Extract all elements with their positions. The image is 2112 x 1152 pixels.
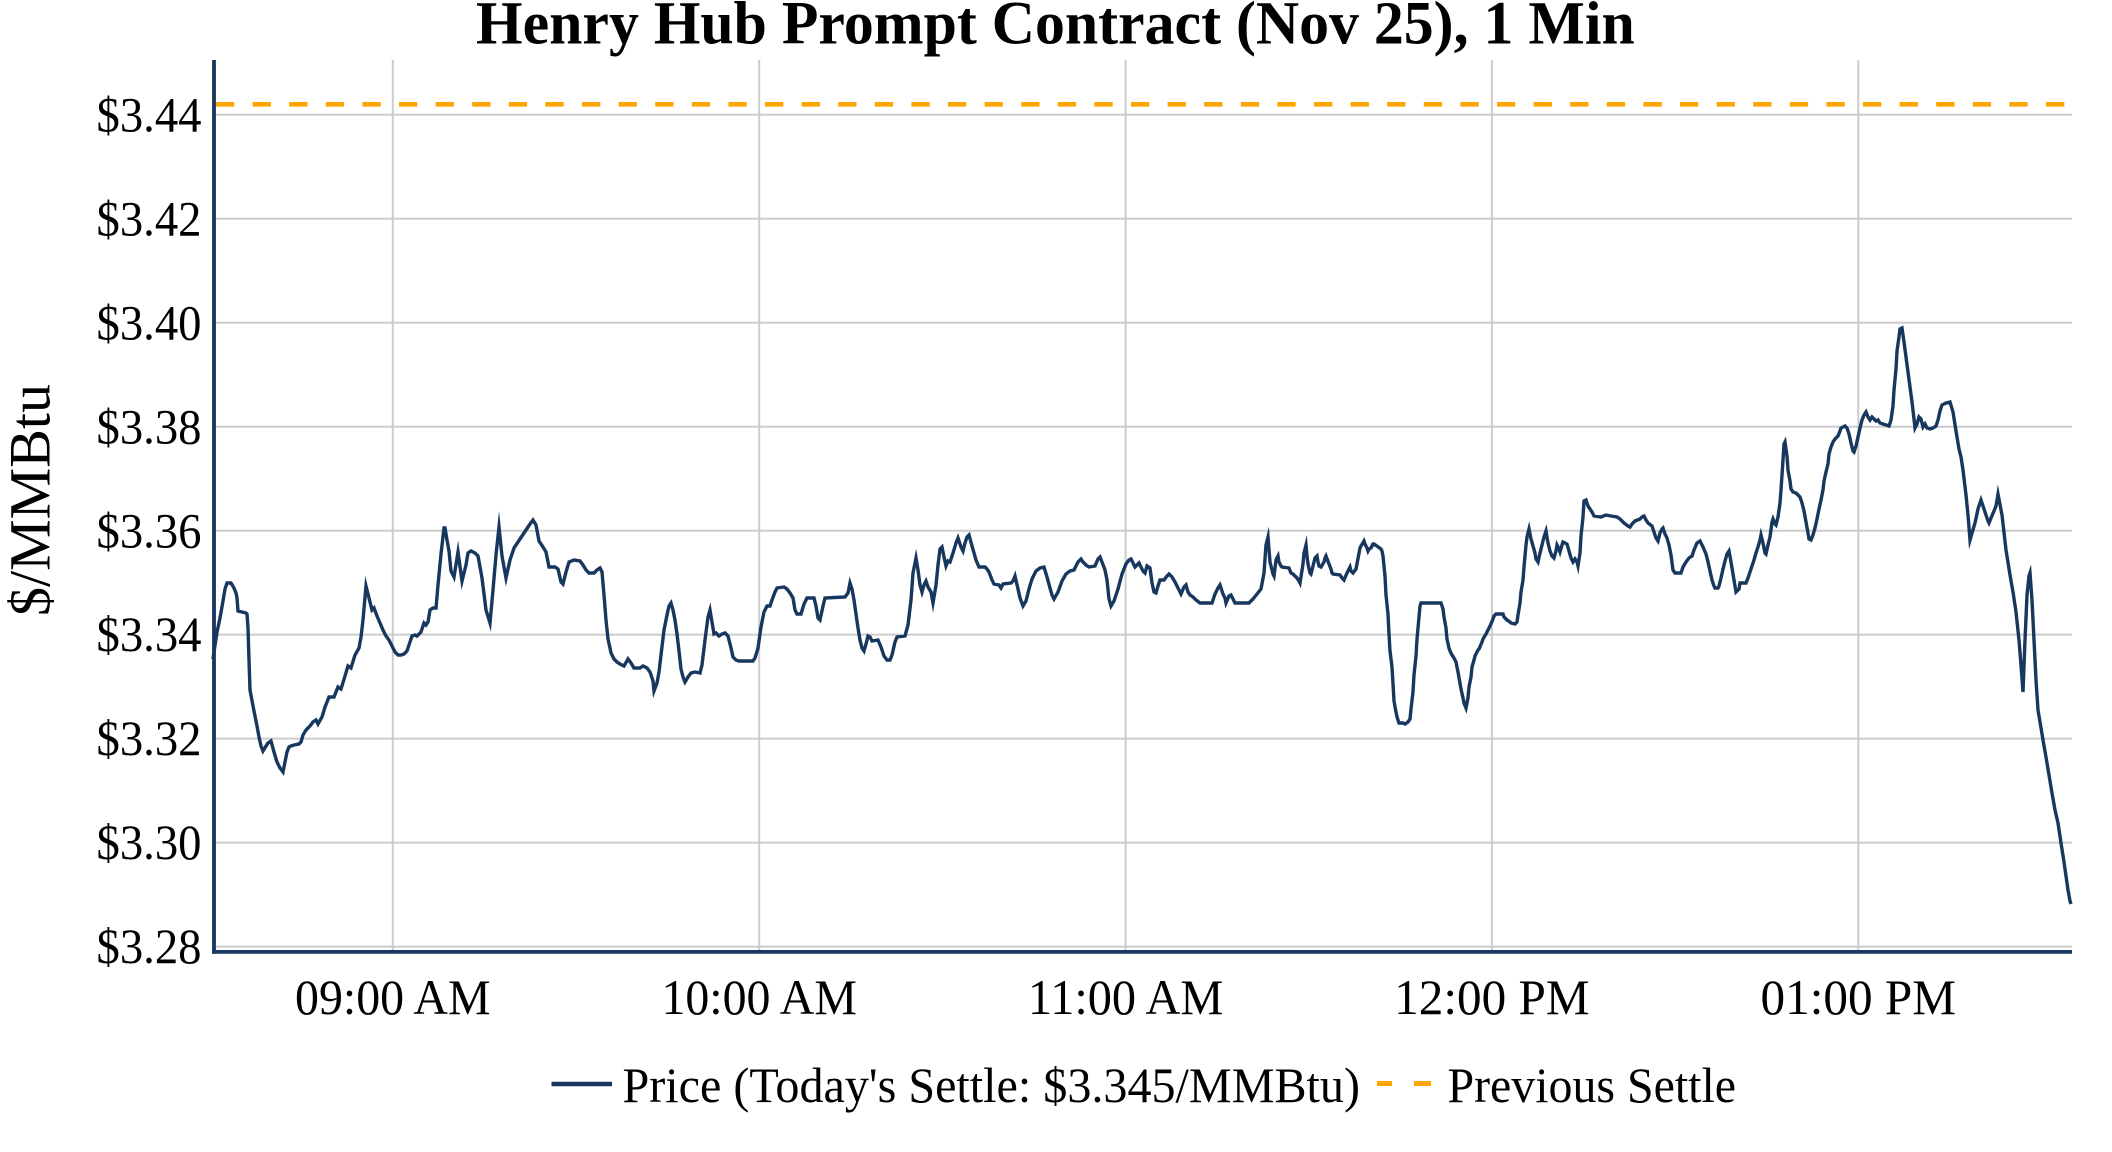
svg-text:12:00 PM: 12:00 PM	[1394, 969, 1590, 1025]
svg-text:$3.38: $3.38	[97, 398, 202, 454]
svg-text:$3.30: $3.30	[97, 814, 202, 870]
svg-text:09:00 AM: 09:00 AM	[295, 969, 491, 1025]
svg-text:$3.44: $3.44	[97, 86, 202, 142]
svg-text:Henry Hub Prompt Contract (Nov: Henry Hub Prompt Contract (Nov 25), 1 Mi…	[476, 0, 1635, 58]
svg-text:$3.40: $3.40	[97, 294, 202, 350]
svg-text:10:00 AM: 10:00 AM	[661, 969, 857, 1025]
svg-text:Price (Today's Settle: $3.345/: Price (Today's Settle: $3.345/MMBtu)	[623, 1057, 1361, 1113]
svg-text:$3.32: $3.32	[97, 710, 202, 766]
svg-text:$3.42: $3.42	[97, 190, 202, 246]
svg-text:11:00 AM: 11:00 AM	[1028, 969, 1224, 1025]
svg-text:Previous Settle: Previous Settle	[1448, 1057, 1737, 1113]
svg-text:$3.28: $3.28	[97, 918, 202, 974]
svg-text:$3.34: $3.34	[97, 606, 202, 662]
svg-text:01:00 PM: 01:00 PM	[1761, 969, 1957, 1025]
svg-text:$3.36: $3.36	[97, 502, 202, 558]
svg-text:$/MMBtu: $/MMBtu	[0, 384, 63, 616]
